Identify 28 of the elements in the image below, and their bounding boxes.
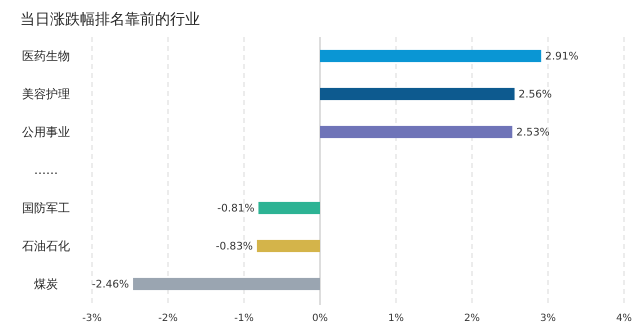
y-tick-label: 国防军工 — [22, 201, 70, 216]
x-tick-label: 4% — [616, 313, 632, 324]
y-tick-label: 石油石化 — [22, 239, 70, 254]
x-tick-label: 1% — [388, 313, 404, 324]
bar — [320, 50, 542, 62]
bar — [258, 202, 320, 214]
data-label: -2.46% — [92, 278, 130, 291]
data-label: 2.53% — [516, 126, 550, 139]
data-label: -0.83% — [216, 240, 253, 253]
x-tick-label: -2% — [158, 313, 178, 324]
x-tick-label: -3% — [82, 313, 102, 324]
data-label: 2.56% — [518, 88, 552, 101]
y-tick-label: 公用事业 — [22, 125, 70, 140]
x-tick-label: 0% — [312, 313, 328, 324]
bar — [256, 240, 320, 252]
x-tick-label: 3% — [540, 313, 556, 324]
bar — [133, 278, 320, 290]
y-tick-label: 医药生物 — [22, 49, 70, 64]
bar — [320, 126, 512, 138]
x-tick-label: 2% — [464, 313, 480, 324]
chart-title: 当日涨跌幅排名靠前的行业 — [20, 10, 200, 28]
data-label: 2.91% — [545, 50, 579, 63]
y-tick-label: …… — [34, 163, 58, 178]
data-label: -0.81% — [217, 202, 254, 215]
y-tick-label: 煤炭 — [34, 277, 58, 292]
bar — [320, 88, 515, 100]
y-tick-label: 美容护理 — [22, 87, 70, 102]
x-tick-label: -1% — [234, 313, 254, 324]
